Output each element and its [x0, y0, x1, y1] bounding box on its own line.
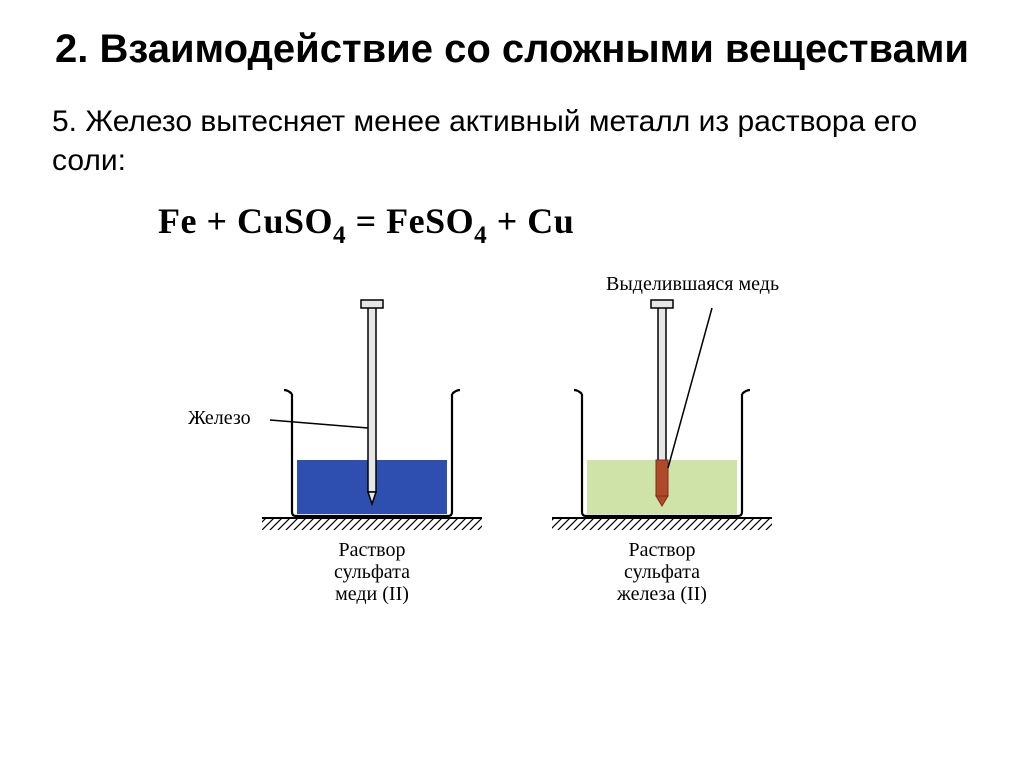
diagram-svg: Железо Раствор сульфата меди (II)	[152, 272, 872, 612]
eq-equals: =	[346, 201, 386, 241]
caption-right-l2: сульфата	[624, 561, 700, 583]
leader-copper	[668, 308, 712, 468]
copper-coating	[656, 460, 668, 496]
slide-title: 2. Взаимодействие со сложными веществами	[48, 24, 976, 74]
eq-plus: +	[197, 201, 237, 241]
slide: 2. Взаимодействие со сложными веществами…	[0, 0, 1024, 767]
left-setup: Железо Раствор сульфата меди (II)	[188, 300, 482, 605]
body-text: 5. Железо вытесняет менее активный метал…	[52, 102, 976, 180]
chemical-equation: Fe + CuSO4 = FeSO4 + Cu	[158, 200, 976, 248]
diagram: Железо Раствор сульфата меди (II)	[152, 272, 872, 612]
right-setup: Выделившаяся медь Раствор сульфата желез…	[552, 273, 779, 605]
label-copper-l1: Выделившаяся медь	[606, 273, 779, 295]
eq-product-cu: Cu	[527, 201, 574, 241]
caption-left-l2: сульфата	[334, 561, 410, 583]
surface-hatch-right	[552, 518, 772, 530]
caption-right-l3: железа (II)	[616, 583, 707, 605]
eq-reagent-fe: Fe	[158, 201, 197, 241]
eq-plus2: +	[487, 201, 527, 241]
eq-reagent-cuso4: CuSO4	[237, 201, 346, 241]
caption-right-l1: Раствор	[629, 539, 696, 561]
leader-iron	[270, 420, 368, 428]
eq-product-feso4: FeSO4	[386, 201, 487, 241]
caption-left-l1: Раствор	[339, 539, 406, 561]
label-iron: Железо	[188, 407, 251, 429]
caption-left-l3: меди (II)	[335, 583, 409, 605]
surface-hatch-left	[262, 518, 482, 530]
